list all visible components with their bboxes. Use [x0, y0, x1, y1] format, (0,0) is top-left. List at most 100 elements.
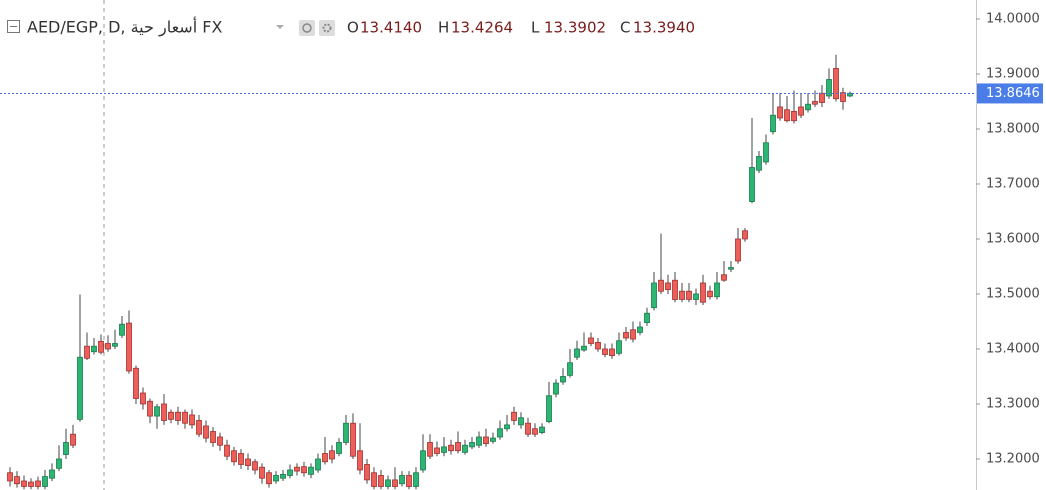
candle-body — [217, 436, 223, 446]
candle-body — [784, 109, 790, 122]
candle-body — [371, 472, 377, 487]
candle-body — [588, 337, 594, 344]
candle-body — [392, 479, 398, 487]
candle-body — [763, 142, 769, 163]
eye-button[interactable] — [299, 20, 315, 36]
candle-body — [14, 476, 20, 485]
candle-body — [602, 348, 608, 355]
candle-body — [434, 447, 440, 454]
candle-body — [679, 290, 685, 300]
candle-body — [546, 395, 552, 422]
settings-icon — [322, 23, 332, 33]
legend-value: 13.3940 — [633, 19, 695, 37]
candle-body — [357, 450, 363, 471]
candle-body — [280, 473, 286, 479]
candle-body — [266, 472, 272, 485]
candle-body — [567, 362, 573, 376]
collapse-button[interactable] — [7, 20, 20, 33]
candle-body — [91, 345, 97, 353]
eye-icon — [302, 23, 312, 33]
candle-body — [798, 106, 804, 116]
candle-body — [840, 92, 846, 102]
dropdown-arrow[interactable] — [276, 25, 284, 29]
y-tick-label: 13.2000 — [986, 451, 1040, 466]
candle-body — [315, 458, 321, 471]
candle-body — [175, 411, 181, 421]
candle-body — [644, 312, 650, 323]
candle-body — [511, 411, 517, 421]
y-tick-label: 13.7000 — [986, 176, 1040, 191]
candle-body — [630, 329, 636, 340]
candle-body — [70, 433, 76, 446]
candle-body — [7, 472, 13, 482]
candle-body — [651, 282, 657, 309]
candle-body — [133, 367, 139, 399]
candle-body — [273, 475, 279, 482]
candle-body — [749, 167, 755, 202]
candle-body — [672, 279, 678, 300]
candle-body — [406, 475, 412, 487]
candle-body — [210, 431, 216, 443]
candle-body — [721, 274, 727, 281]
candle-body — [518, 417, 524, 426]
legend-key: L — [531, 19, 540, 37]
candle-body — [616, 340, 622, 354]
candle-body — [140, 392, 146, 405]
candle-body — [49, 469, 55, 479]
candle-body — [112, 343, 118, 347]
y-tick-label: 13.9000 — [986, 66, 1040, 81]
candle-body — [623, 332, 629, 339]
candle-body — [203, 425, 209, 439]
collapse-box[interactable] — [7, 20, 20, 33]
candle-body — [469, 442, 475, 448]
candle-body — [833, 68, 839, 100]
candle-body — [532, 428, 538, 435]
candle-body — [483, 436, 489, 444]
candle-body — [126, 322, 132, 372]
candle-body — [308, 466, 314, 475]
y-tick-label: 14.0000 — [986, 11, 1040, 26]
candle-body — [560, 376, 566, 383]
candle-body — [119, 323, 125, 336]
legend-key: O — [347, 19, 359, 37]
candle-body — [819, 92, 825, 103]
y-tick-label: 13.6000 — [986, 231, 1040, 246]
candle-body — [63, 442, 69, 455]
legend-key: C — [620, 19, 630, 37]
candle-body — [574, 348, 580, 358]
candle-body — [742, 230, 748, 240]
candle-body — [756, 156, 762, 171]
candle-body — [385, 479, 391, 487]
candle-body — [847, 92, 853, 97]
candle-body — [700, 282, 706, 303]
candle-body — [399, 475, 405, 485]
candle-body — [231, 450, 237, 463]
candle-body — [420, 450, 426, 471]
legend-value: 13.3902 — [544, 19, 606, 37]
candle-body — [196, 420, 202, 435]
candle-body — [343, 422, 349, 443]
settings-button[interactable] — [319, 20, 335, 36]
candle-body — [490, 437, 496, 442]
candle-body — [350, 422, 356, 457]
candle-body — [448, 444, 454, 452]
candle-body — [105, 343, 111, 350]
candle-body — [189, 414, 195, 426]
candle-body — [686, 290, 692, 300]
candle-body — [812, 101, 818, 105]
candle-body — [287, 469, 293, 476]
candle-body — [658, 279, 664, 292]
candle-body — [525, 422, 531, 435]
candle-body — [707, 290, 713, 298]
candle-body — [98, 340, 104, 353]
candle-body — [301, 466, 307, 474]
candle-body — [770, 114, 776, 133]
candle-body — [77, 356, 83, 420]
candle-body — [609, 348, 615, 356]
y-tick-label: 13.8000 — [986, 121, 1040, 136]
candle-body — [791, 110, 797, 122]
candle-body — [581, 345, 587, 351]
candle-body — [777, 106, 783, 119]
legend-value: 13.4140 — [360, 19, 422, 37]
